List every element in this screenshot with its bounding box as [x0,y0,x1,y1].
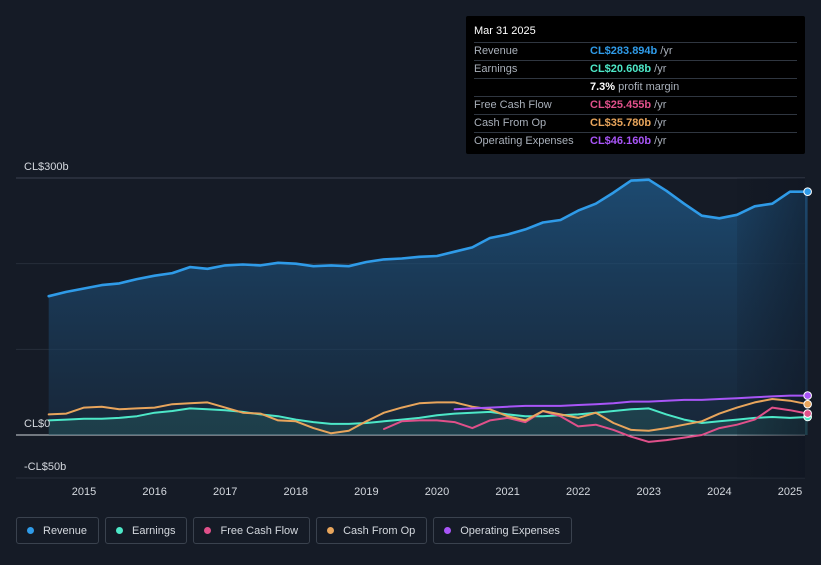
legend-item-revenue[interactable]: Revenue [16,517,100,544]
tooltip-row: 7.3% profit margin [474,79,797,97]
legend-label: Revenue [43,524,88,537]
legend-item-cash-from-op[interactable]: Cash From Op [316,517,428,544]
x-tick-label: 2017 [213,486,237,498]
x-tick-label: 2016 [142,486,166,498]
operating-expenses-end-point [803,391,812,400]
tooltip-row-value: CL$35.780b [590,117,652,129]
cash-from-op-line [47,398,809,435]
tooltip-row-unit: /yr [654,117,667,129]
tooltip-row-value: CL$46.160b [590,135,652,147]
legend-dot-icon [444,527,452,534]
tooltip-row-unit: /yr [660,45,673,57]
tooltip-row-label [474,79,590,96]
legend-item-earnings[interactable]: Earnings [105,517,188,544]
revenue-line [47,178,809,298]
tooltip-row-label: Earnings [474,63,518,75]
x-tick-label: 2015 [72,486,96,498]
tooltip-row: Cash From Op CL$35.780b/yr [474,115,797,133]
x-tick-label: 2018 [284,486,308,498]
tooltip-row-label: Cash From Op [474,117,547,129]
chart-legend: Revenue Earnings Free Cash Flow Cash From O… [16,517,572,544]
data-tooltip: Mar 31 2025 Revenue CL$283.894b/yr Earning… [466,16,805,154]
tooltip-row-label: Operating Expenses [474,135,574,147]
tooltip-row-label: Free Cash Flow [474,99,552,111]
free-cash-flow-end-point [803,409,812,418]
legend-dot-icon [27,527,34,534]
tooltip-row-unit: profit margin [618,81,680,93]
tooltip-row-value: CL$20.608b [590,63,652,75]
y-label-bottom: -CL$50b [24,461,66,473]
x-tick-label: 2023 [637,486,661,498]
x-tick-label: 2020 [425,486,449,498]
tooltip-row: Revenue CL$283.894b/yr [474,43,797,61]
tooltip-row-unit: /yr [654,135,667,147]
y-label-top: CL$300b [24,161,69,173]
x-tick-label: 2019 [354,486,378,498]
tooltip-row-value: 7.3% [590,81,616,93]
forecast-region [737,178,805,478]
free-cash-flow-line [383,406,809,443]
x-tick-label: 2021 [495,486,519,498]
earnings-line [47,407,809,425]
revenue-area [48,179,808,435]
cash-from-op-end-point [803,399,812,409]
tooltip-row: Free Cash Flow CL$25.455b/yr [474,97,797,115]
legend-dot-icon [327,527,335,534]
legend-dot-icon [204,527,212,534]
legend-dot-icon [116,527,124,534]
legend-label: Cash From Op [343,524,416,537]
tooltip-row-value: CL$25.455b [590,99,652,111]
earnings-area [48,408,808,435]
revenue-end-point [803,187,812,197]
y-label-zero: CL$0 [24,418,50,430]
legend-label: Free Cash Flow [220,524,299,537]
legend-label: Earnings [132,524,176,537]
x-tick-label: 2022 [566,486,590,498]
tooltip-date: Mar 31 2025 [474,24,797,43]
tooltip-row: Earnings CL$20.608b/yr [474,61,797,79]
tooltip-row-value: CL$283.894b [590,45,658,57]
legend-item-free-cash-flow[interactable]: Free Cash Flow [193,517,311,544]
x-tick-label: 2025 [778,486,802,498]
x-tick-label: 2024 [707,486,731,498]
tooltip-row-unit: /yr [654,99,667,111]
tooltip-row-unit: /yr [654,63,667,75]
tooltip-row-label: Revenue [474,45,519,57]
operating-expenses-line [453,394,809,411]
legend-item-operating-expenses[interactable]: Operating Expenses [433,517,572,544]
legend-label: Operating Expenses [460,524,560,537]
tooltip-row: Operating Expenses CL$46.160b/yr [474,133,797,150]
